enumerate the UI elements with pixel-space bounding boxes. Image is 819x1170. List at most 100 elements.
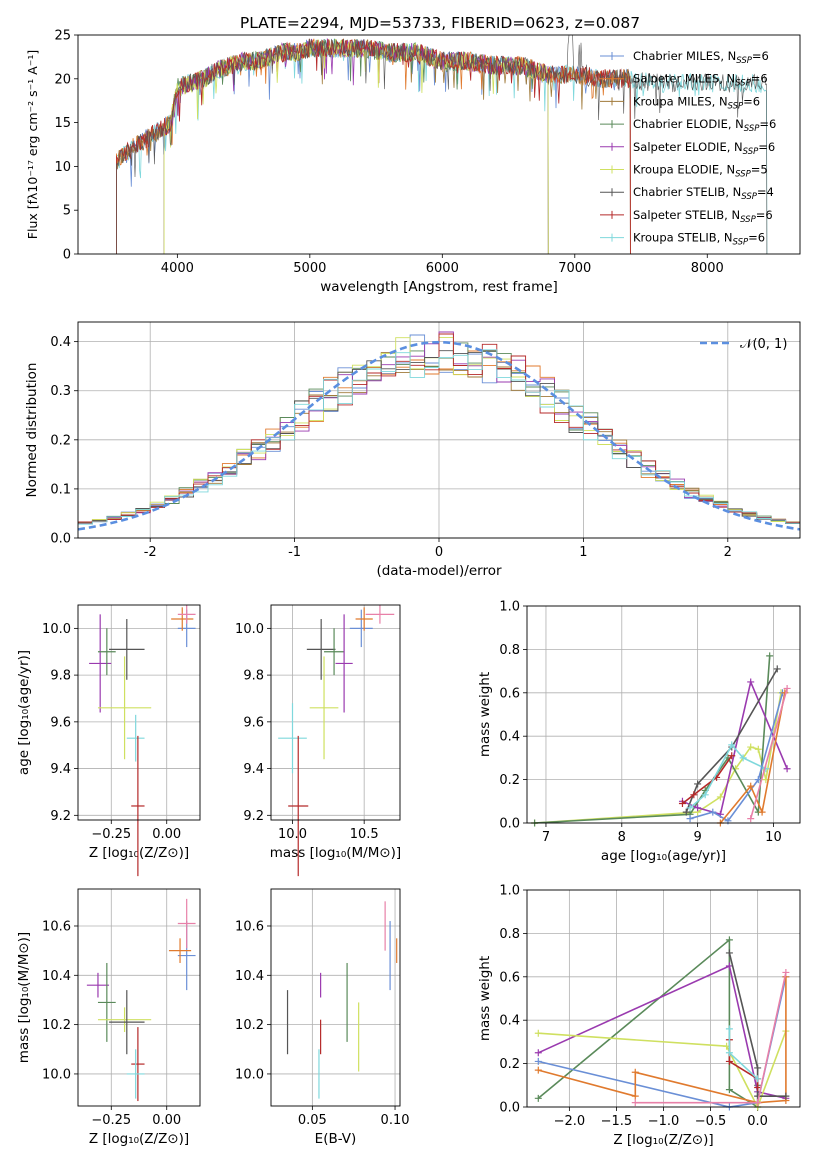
- weight-marker: [754, 1083, 762, 1091]
- errorbar-point: [109, 990, 145, 1055]
- errorbar-point: [97, 962, 116, 1042]
- legend-label: Salpeter ELODIE, NSSP=6: [633, 140, 775, 157]
- errorbar-point: [131, 735, 145, 877]
- errorbar-point: [288, 735, 309, 877]
- spectrum-lines: [116, 35, 768, 254]
- weight-line: [682, 755, 733, 805]
- weight-marker: [754, 1099, 762, 1107]
- weight-marker: [690, 791, 698, 799]
- y-tick-label: 9.8: [243, 669, 264, 684]
- y-axis-label: age [log₁₀(age/yr)]: [16, 650, 32, 775]
- weight_vs_Z-frame: [526, 889, 801, 1108]
- errorbar-point: [177, 605, 196, 624]
- weight-marker: [534, 1029, 542, 1037]
- weight-line: [537, 938, 759, 1109]
- mass_vs_EBV-axes: 0.05 0.10 10.0 10.2 10.4 10.6 E(B-V): [235, 889, 410, 1147]
- x-tick-label: 0.00: [152, 1113, 181, 1128]
- errorbar-point: [86, 972, 110, 998]
- weight-marker: [754, 1075, 762, 1083]
- y-tick-label: 10.0: [235, 622, 264, 637]
- y-tick-label: 20: [54, 72, 71, 87]
- errorbar-point: [126, 1049, 145, 1099]
- y-tick-label: 0.3: [50, 384, 71, 399]
- mass_vs_Z-axes: −0.25 0.00 10.0 10.2 10.4 10.6 Z [log₁₀(Z/Z⊙)]…: [16, 889, 200, 1147]
- y-tick-label: 10.2: [235, 1018, 264, 1033]
- x-tick-label: -2: [144, 545, 157, 560]
- weight-marker: [694, 804, 702, 812]
- mass_vs_Z-errorbars: [86, 898, 196, 1102]
- weight-marker: [725, 949, 733, 957]
- errorbar-point: [365, 605, 395, 624]
- weight-marker: [758, 808, 766, 816]
- legend-label: Kroupa MILES, NSSP=6: [633, 94, 760, 111]
- x-tick-label: -1: [288, 545, 301, 560]
- weight-marker: [682, 808, 690, 816]
- weight_vs_age-series: [531, 652, 791, 827]
- weight-marker: [631, 1099, 639, 1107]
- errorbar-point: [309, 656, 339, 760]
- x-tick-label: 7: [542, 830, 550, 845]
- errorbar-point: [171, 607, 194, 631]
- y-axis-label: Flux [fλ10⁻¹⁷ erg cm⁻² s⁻¹ A⁻¹]: [25, 50, 40, 239]
- x-tick-label: 10.0: [278, 827, 307, 842]
- errorbar-point: [335, 614, 353, 713]
- errorbar-point: [349, 609, 373, 648]
- weight-marker: [725, 1025, 733, 1033]
- weight-marker: [725, 936, 733, 944]
- x-axis-label: Z [log₁₀(Z/Z⊙)]: [613, 1132, 713, 1148]
- errorbar-point: [324, 628, 345, 676]
- errorbar-point: [168, 938, 192, 963]
- weight-marker: [782, 968, 790, 976]
- weight-marker: [728, 752, 736, 760]
- y-tick-label: 10.6: [235, 919, 264, 934]
- weight-marker: [686, 815, 694, 823]
- y-tick-label: 10.4: [235, 969, 264, 984]
- weight-marker: [747, 782, 755, 790]
- weight-marker: [686, 804, 694, 812]
- weight-marker: [773, 665, 781, 673]
- weight-marker: [747, 678, 755, 686]
- age_vs_mass-errorbars: [278, 605, 395, 877]
- x-tick-label: 7000: [558, 261, 591, 276]
- errorbar-point: [355, 607, 373, 631]
- y-tick-label: 0.2: [50, 433, 71, 448]
- y-tick-label: 10.0: [42, 622, 71, 637]
- legend-label: Salpeter MILES, NSSP=6: [633, 72, 768, 89]
- weight-marker: [534, 1057, 542, 1065]
- weight-marker: [754, 745, 762, 753]
- weight-marker: [534, 1049, 542, 1057]
- weight-marker: [694, 780, 702, 788]
- weight-marker: [678, 799, 686, 807]
- x-axis-label: Z [log₁₀(Z/Z⊙)]: [89, 845, 189, 861]
- x-tick-label: −0.5: [695, 1114, 727, 1129]
- x-tick-label: −1.5: [601, 1114, 633, 1129]
- x-tick-label: 0.05: [298, 1113, 327, 1128]
- weight-marker: [631, 1068, 639, 1076]
- x-tick-label: 5000: [293, 261, 326, 276]
- weight-marker: [766, 652, 774, 660]
- weight-marker: [701, 791, 709, 799]
- errorbar-point: [97, 628, 116, 676]
- legend-label: Salpeter STELIB, NSSP=6: [633, 208, 773, 225]
- errorbar-point: [131, 1027, 145, 1102]
- y-tick-label: 0.2: [499, 1057, 520, 1072]
- weight-marker: [725, 1086, 733, 1094]
- y-tick-label: 0.6: [499, 970, 520, 985]
- legend-label: 𝒩(0, 1): [740, 337, 787, 352]
- histogram-series: [78, 349, 800, 526]
- histograms: [78, 331, 800, 531]
- weight-marker: [725, 1057, 733, 1065]
- y-tick-label: 0.6: [499, 686, 520, 701]
- y-tick-label: 5: [63, 204, 71, 219]
- weight-marker: [631, 1092, 639, 1100]
- legend-label: Kroupa ELODIE, NSSP=5: [633, 163, 768, 180]
- y-tick-label: 1.0: [499, 600, 520, 615]
- y-tick-label: 9.2: [50, 809, 71, 824]
- errorbar-point: [89, 614, 112, 713]
- mass_vs_EBV-errorbars: [286, 901, 398, 1099]
- age_vs_Z-errorbars: [89, 605, 196, 877]
- y-tick-label: 10.0: [235, 1067, 264, 1082]
- y-tick-label: 9.4: [50, 762, 71, 777]
- weight-marker: [725, 1049, 733, 1057]
- x-axis-label: E(B-V): [315, 1131, 357, 1147]
